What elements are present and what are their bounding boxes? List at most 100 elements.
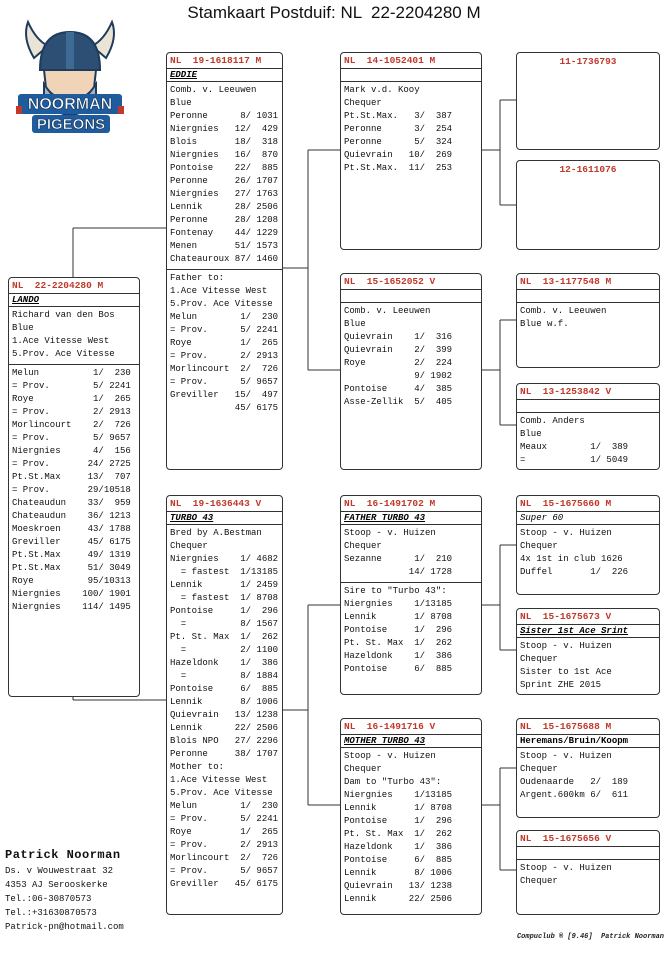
info-line: Quievrain 13/ 1238 — [170, 710, 279, 720]
info-line: = 1/ 5049 — [520, 455, 629, 465]
pedigree-box: NL 15-1675673 V Sister 1st Ace Srint Stoop… — [516, 608, 660, 695]
info-line: Chateaudun 33/ 959 — [12, 498, 131, 508]
pigeon-name — [517, 846, 659, 860]
ring-number: NL 19-1636443 V — [170, 498, 262, 509]
info-line: 1.Ace Vitesse West — [170, 775, 268, 785]
pedigree-box: NL 15-1652052 V Comb. v. Leeuwen Blue Quiev… — [340, 273, 482, 470]
info-line: Mother to: — [170, 762, 225, 772]
info-line: Melun 1/ 230 — [170, 312, 279, 322]
info-section: Melun 1/ 230 = Prov. 5/ 2241 Roye 1/ 265 = … — [9, 364, 139, 617]
ring-number: 11-1736793 — [559, 56, 617, 67]
info-line: 4x 1st in club 1626 — [520, 554, 623, 564]
info-line: Sire to "Turbo 43": — [344, 586, 447, 596]
info-section: Stoop - v. Huizen Chequer — [517, 860, 659, 891]
info-line: Lennik 22/ 2506 — [170, 723, 279, 733]
info-section: Comb. v. Leeuwen Blue Quievrain 1/ 316 Quie… — [341, 303, 481, 412]
pedigree-box: 12-1611076 — [516, 160, 660, 250]
info-line: = Prov. 5/ 9657 — [170, 866, 279, 876]
info-line: Roye 1/ 265 — [170, 338, 279, 348]
info-line: Pt. St. Max 1/ 262 — [170, 632, 279, 642]
info-line: Niergnies 27/ 1763 — [170, 189, 279, 199]
info-line: = Prov. 5/ 2241 — [170, 325, 279, 335]
info-line: Chequer — [344, 764, 382, 774]
info-line: Lennik 8/ 1006 — [344, 868, 453, 878]
ring-number: NL 19-1618117 M — [170, 55, 262, 66]
info-line: Hazeldonk 1/ 386 — [170, 658, 279, 668]
info-line: = Prov. 5/ 2241 — [12, 381, 131, 391]
info-line: Blois 18/ 318 — [170, 137, 279, 147]
pedigree-box: NL 15-1675688 M Heremans/Bruin/Koopm Stoop… — [516, 718, 660, 818]
ring-number: NL 13-1177548 M — [520, 276, 612, 287]
info-line: Lennik 1/ 2459 — [170, 580, 279, 590]
info-line: Niergnies 1/13185 — [344, 599, 453, 609]
pigeon-name: Sister 1st Ace Srint — [517, 624, 659, 638]
info-line: = fastest 1/ 8708 — [170, 593, 279, 603]
pigeon-name: MOTHER TURBO 43 — [341, 734, 481, 748]
info-line: Niergnies 16/ 870 — [170, 150, 279, 160]
ring-number: NL 15-1652052 V — [344, 276, 436, 287]
ring-number: NL 22-2204280 M — [12, 280, 104, 291]
info-line: Hazeldonk 1/ 386 — [344, 842, 453, 852]
ring-number: NL 16-1491716 V — [344, 721, 436, 732]
info-line: Stoop - v. Huizen — [344, 751, 436, 761]
info-section: Richard van den Bos Blue 1.Ace Vitesse Wes… — [9, 307, 139, 364]
contact-block: Patrick Noorman Ds. v Wouwestraat 32 4353… — [5, 846, 124, 934]
info-line: Lennik 1/ 8708 — [344, 612, 453, 622]
pedigree-box: NL 16-1491702 M FATHER TURBO 43 Stoop - v.… — [340, 495, 482, 695]
info-line: Pt.St.Max 49/ 1319 — [12, 550, 131, 560]
info-line: Quievrain 1/ 316 — [344, 332, 453, 342]
info-line: = Prov. 29/10518 — [12, 485, 131, 495]
info-line: 5.Prov. Ace Vitesse — [12, 349, 115, 359]
info-line: = Prov. 5/ 9657 — [12, 433, 131, 443]
contact-line: 4353 AJ Serooskerke — [5, 880, 108, 890]
owner-name: Patrick Noorman — [5, 848, 121, 862]
info-line: Pt.St.Max. 11/ 253 — [344, 163, 453, 173]
info-line: = 2/ 1100 — [170, 645, 279, 655]
info-line: Chateauroux 87/ 1460 — [170, 254, 279, 264]
pigeon-name: Super 60 — [517, 511, 659, 525]
info-line: Pontoise 6/ 885 — [344, 855, 453, 865]
info-line: Stoop - v. Huizen — [520, 528, 612, 538]
info-line: Niergnies 1/13185 — [344, 790, 453, 800]
info-line: Pontoise 1/ 296 — [344, 625, 453, 635]
logo-text: NOORMAN — [28, 96, 112, 113]
info-line: Bred by A.Bestman — [170, 528, 262, 538]
pedigree-box: NL 14-1052401 M Mark v.d. Kooy Chequer Pt.S… — [340, 52, 482, 250]
info-section: Sire to "Turbo 43": Niergnies 1/13185 Lenn… — [341, 582, 481, 679]
info-line: Menen 51/ 1573 — [170, 241, 279, 251]
info-line: 14/ 1728 — [344, 567, 453, 577]
info-line: Melun 1/ 230 — [12, 368, 131, 378]
pedigree-box: NL 15-1675660 M Super 60 Stoop - v. Huizen… — [516, 495, 660, 595]
info-section: Father to: 1.Ace Vitesse West 5.Prov. Ace … — [167, 269, 282, 418]
pedigree-box: NL 19-1636443 V TURBO 43 Bred by A.Bestman… — [166, 495, 283, 915]
info-line: Fontenay 44/ 1229 — [170, 228, 279, 238]
info-line: 45/ 6175 — [170, 403, 279, 413]
info-line: Richard van den Bos — [12, 310, 115, 320]
info-line: = Prov. 5/ 9657 — [170, 377, 279, 387]
ring-number: 12-1611076 — [559, 164, 617, 175]
info-line: Pontoise 1/ 296 — [344, 816, 453, 826]
pigeon-name: FATHER TURBO 43 — [341, 511, 481, 525]
info-line: Greviller 45/ 6175 — [12, 537, 131, 547]
info-line: Pt. St. Max 1/ 262 — [344, 638, 453, 648]
info-line: Chequer — [344, 541, 382, 551]
info-line: Sezanne 1/ 210 — [344, 554, 453, 564]
info-line: = Prov. 2/ 2913 — [170, 351, 279, 361]
info-line: Oudenaarde 2/ 189 — [520, 777, 629, 787]
info-line: Sister to 1st Ace — [520, 667, 612, 677]
info-line: 5.Prov. Ace Vitesse — [170, 299, 273, 309]
info-line: Blue — [520, 429, 542, 439]
info-line: = Prov. 2/ 2913 — [12, 407, 131, 417]
info-line: Roye 95/10313 — [12, 576, 131, 586]
info-section: Comb. Anders Blue Meaux 1/ 389 = 1/ 5049 — [517, 413, 659, 469]
info-line: Greviller 45/ 6175 — [170, 879, 279, 889]
info-line: Pontoise 22/ 885 — [170, 163, 279, 173]
info-line: Father to: — [170, 273, 225, 283]
pedigree-box: 11-1736793 — [516, 52, 660, 150]
info-line: Peronne 26/ 1707 — [170, 176, 279, 186]
info-line: = Prov. 24/ 2725 — [12, 459, 131, 469]
info-line: Peronne 5/ 324 — [344, 137, 453, 147]
pedigree-box: NL 15-1675656 V Stoop - v. Huizen Chequer — [516, 830, 660, 915]
